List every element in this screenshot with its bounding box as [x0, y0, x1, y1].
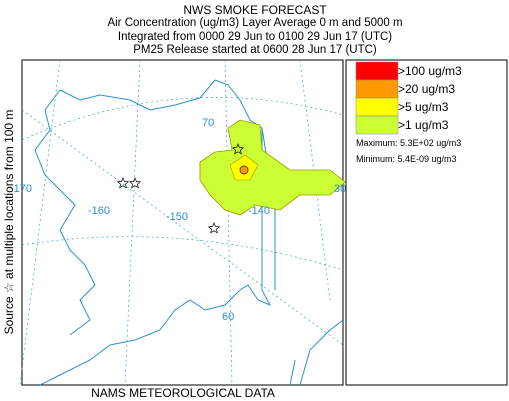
grid-label: -150 — [166, 211, 188, 223]
grid-label: -140 — [248, 205, 270, 217]
legend: >100 ug/m3 >20 ug/m3 >5 ug/m3 >1 ug/m3 — [355, 61, 462, 135]
legend-label: >1 ug/m3 — [398, 118, 449, 132]
legend-swatch — [355, 79, 399, 99]
map: 70 -170 -160 -150 -140 30 60 — [10, 59, 346, 386]
grid-label: 60 — [222, 311, 234, 323]
smoke-peak — [239, 165, 249, 175]
side-label: Source ☆ at multiple locations from 100 … — [2, 110, 16, 335]
legend-label: >20 ug/m3 — [398, 82, 455, 96]
footer: NAMS METEOROLOGICAL DATA — [91, 386, 275, 400]
smoke-area — [199, 119, 346, 216]
minimum: Minimum: 5.4E-09 ug/m3 — [356, 154, 457, 164]
grid-label: 30 — [334, 183, 346, 195]
title: NWS SMOKE FORECAST — [183, 3, 327, 17]
legend-swatch — [355, 115, 399, 135]
subtitle: PM25 Release started at 0600 28 Jun 17 (… — [133, 44, 377, 56]
maximum: Maximum: 5.3E+02 ug/m3 — [356, 138, 461, 148]
legend-label: >100 ug/m3 — [398, 64, 462, 78]
grid-label: -160 — [88, 205, 110, 217]
subtitle: Integrated from 0000 29 Jun to 0100 29 J… — [118, 31, 392, 43]
grid-label: -170 — [10, 183, 32, 195]
legend-label: >5 ug/m3 — [398, 100, 449, 114]
grid-label: 70 — [202, 117, 214, 129]
legend-swatch — [355, 97, 399, 117]
legend-swatch — [355, 61, 399, 81]
source-stars — [116, 143, 245, 234]
subtitle: Air Concentration (ug/m3) Layer Average … — [107, 17, 402, 29]
